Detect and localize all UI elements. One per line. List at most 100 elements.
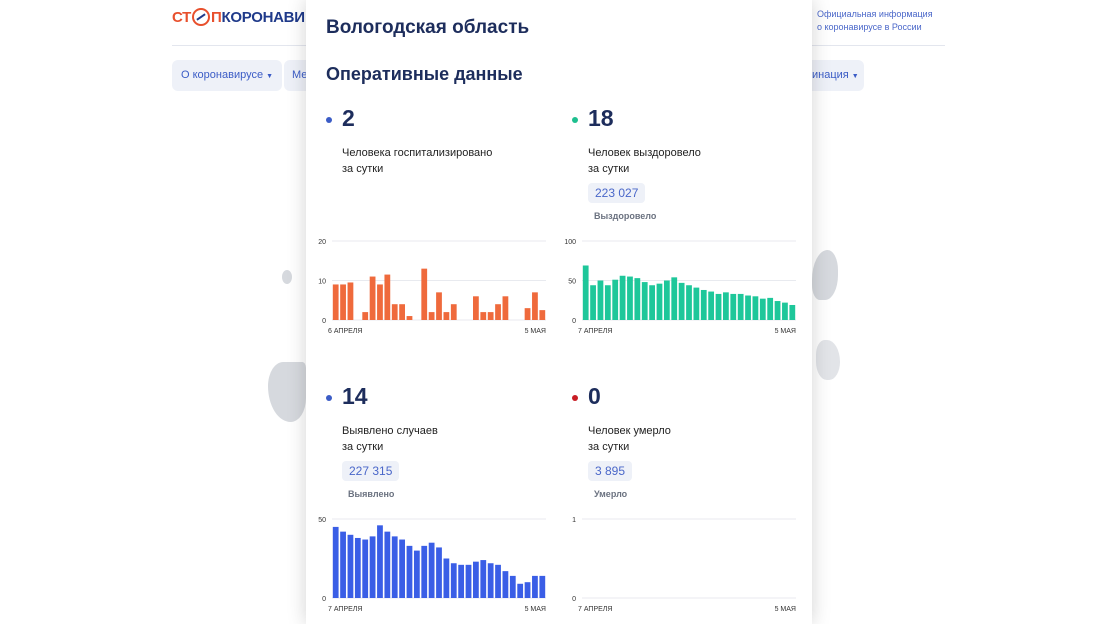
bar	[745, 295, 751, 320]
y-tick-label: 0	[322, 318, 326, 325]
stat-cases-total: 227 315	[342, 461, 400, 481]
x-tick-label-start: 7 АПРЕЛЯ	[328, 606, 362, 613]
bar	[362, 312, 369, 320]
chart-svg: 0 50 7 АПРЕЛЯ 5 МАЯ	[318, 517, 546, 613]
site-logo[interactable]: СТ ПКОРОНАВИ	[172, 8, 305, 26]
y-tick-label: 10	[318, 279, 326, 286]
bar	[421, 545, 428, 598]
bar	[737, 293, 744, 320]
bar	[782, 302, 788, 320]
bar	[532, 292, 538, 320]
bar	[332, 284, 339, 320]
bar	[369, 276, 376, 320]
bar	[487, 312, 494, 320]
map-region	[282, 270, 292, 284]
bar	[517, 583, 524, 598]
chevron-down-icon: ▼	[851, 73, 859, 80]
bar	[582, 265, 589, 320]
header-info-line2: о коронавирусе в России	[817, 22, 922, 32]
bar	[759, 298, 766, 320]
region-modal: Вологодская область Оперативные данные 2…	[306, 0, 812, 624]
stat-deaths-total-label: Умерло	[594, 489, 628, 499]
bar	[473, 561, 479, 598]
bar	[421, 268, 428, 320]
bar	[700, 289, 707, 320]
label-line: Человек выздоровело	[588, 147, 701, 159]
label-line: за сутки	[588, 163, 630, 175]
map-region	[816, 340, 840, 380]
y-tick-label: 100	[564, 239, 576, 246]
bar	[767, 297, 774, 320]
bar	[619, 275, 626, 320]
stat-recovered-total: 223 027	[588, 183, 646, 203]
bar	[450, 563, 457, 598]
bar	[347, 282, 354, 320]
bar	[774, 301, 781, 320]
bar	[532, 575, 538, 598]
bar	[539, 575, 546, 598]
y-tick-label: 1	[572, 517, 576, 524]
bar	[362, 539, 369, 598]
bar	[597, 280, 604, 320]
bar	[443, 312, 450, 320]
bar	[340, 531, 346, 598]
bar	[399, 304, 405, 320]
y-tick-label: 0	[322, 596, 326, 603]
bar	[406, 316, 413, 320]
bar	[480, 312, 487, 320]
x-tick-label-end: 5 МАЯ	[525, 328, 546, 335]
bar	[487, 563, 494, 598]
bar	[495, 304, 501, 320]
nav-measures-label: Ме	[292, 69, 308, 81]
bar	[502, 571, 509, 598]
bar	[465, 564, 472, 598]
chevron-down-icon: ▼	[266, 73, 274, 80]
bar	[730, 293, 737, 320]
label-line: за сутки	[342, 163, 384, 175]
bar	[413, 550, 420, 598]
x-tick-label-start: 6 АПРЕЛЯ	[328, 328, 362, 335]
bar	[391, 536, 398, 598]
bar	[502, 296, 509, 320]
chart-cases: 0 50 7 АПРЕЛЯ 5 МАЯ	[312, 514, 550, 614]
nav-about-virus-label: О коронавирусе	[181, 69, 264, 81]
bar	[406, 545, 413, 598]
label-line: Человека госпитализировано	[342, 147, 493, 159]
bar	[495, 564, 501, 598]
y-tick-label: 0	[572, 596, 576, 603]
bar	[649, 285, 655, 320]
bar	[627, 276, 633, 320]
chart-hospitalized: 0 10 20 6 АПРЕЛЯ 5 МАЯ	[312, 236, 550, 336]
stat-recovered-value: 18	[588, 105, 614, 131]
bullet-dot	[572, 395, 578, 401]
label-line: Выявлено случаев	[342, 425, 438, 437]
chart-deaths: 0 1 7 АПРЕЛЯ 5 МАЯ	[562, 514, 800, 614]
stat-cases-label: Выявлено случаев за сутки	[342, 423, 532, 455]
label-line: за сутки	[588, 441, 630, 453]
bar	[686, 285, 692, 320]
bar	[524, 582, 531, 598]
region-title: Вологодская область	[326, 17, 530, 38]
stat-hospitalized-label: Человека госпитализировано за сутки	[342, 145, 532, 177]
bar	[377, 284, 383, 320]
bar	[480, 560, 487, 598]
section-title: Оперативные данные	[326, 64, 523, 84]
bar	[473, 296, 479, 320]
stat-deaths-value: 0	[588, 383, 601, 409]
bar	[641, 282, 648, 320]
logo-text-2: П	[211, 9, 222, 26]
stat-recovered-total-label: Выздоровело	[594, 211, 657, 221]
map-region	[268, 362, 306, 422]
bar	[436, 292, 442, 320]
bar	[391, 304, 398, 320]
bar	[354, 537, 361, 598]
x-tick-label-start: 7 АПРЕЛЯ	[578, 606, 612, 613]
bar	[509, 575, 516, 598]
bar	[436, 547, 442, 598]
logo-text-1: СТ	[172, 9, 192, 26]
x-tick-label-end: 5 МАЯ	[775, 328, 796, 335]
logo-text-3: КОРОНАВИ	[221, 9, 305, 26]
bullet-dot	[326, 117, 332, 123]
label-line: за сутки	[342, 441, 384, 453]
nav-about-virus[interactable]: О коронавирусе ▼	[172, 60, 283, 91]
